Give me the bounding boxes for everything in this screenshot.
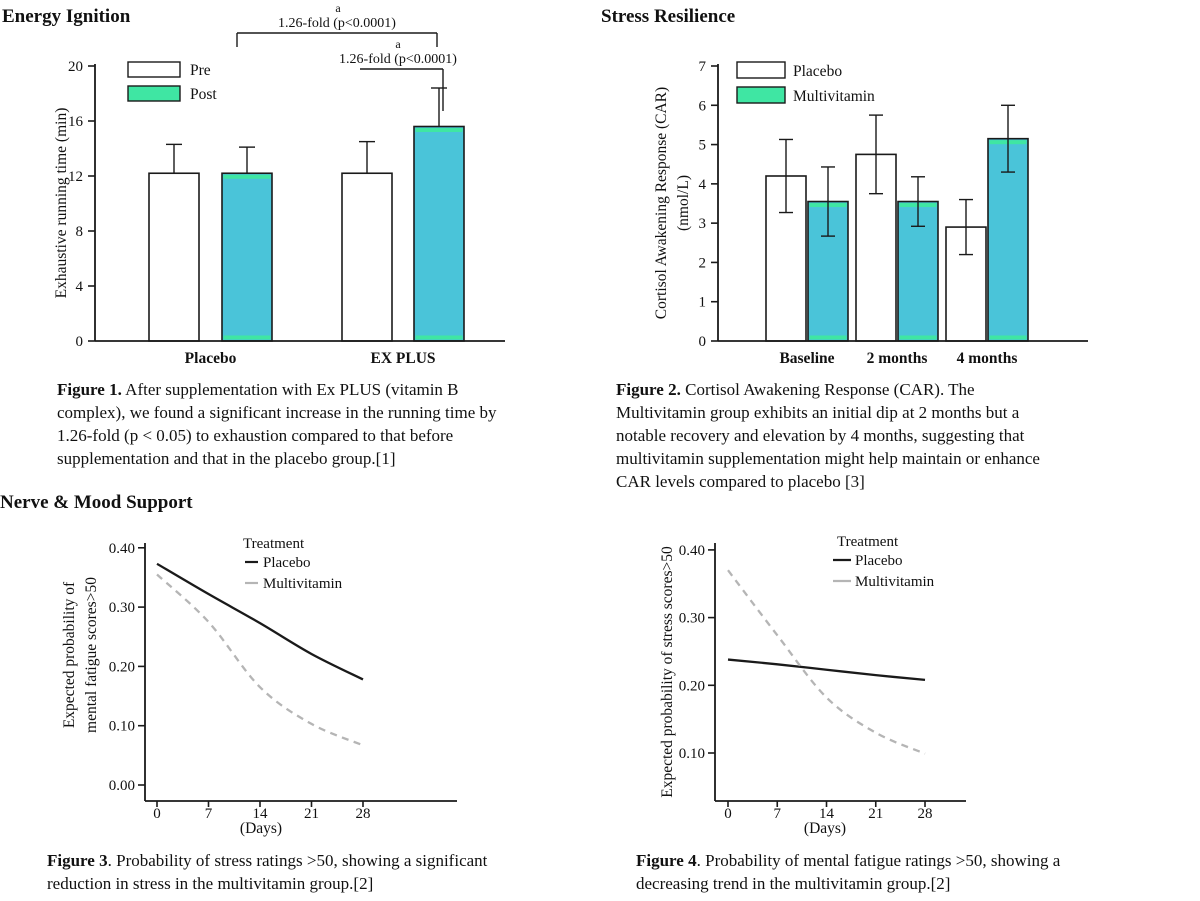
series-line-placebo [156,562,364,681]
y-tick-label: 3 [699,216,707,232]
y-axis-label: mental fatigue scores>50 [83,577,100,733]
category-label: EX PLUS [370,350,435,367]
y-tick-label: 6 [699,98,707,114]
legend-label: Post [190,86,217,103]
y-axis-label: Cortisol Awakening Response (CAR) [653,87,670,319]
legend-label: Multivitamin [263,576,343,592]
figure2-bar-chart: 0 1 2 3 4 5 6 7 Cortisol Awakening Response (CAR… [653,59,1088,367]
figure4-line-chart: 0.10 0.20 0.30 0.40 0 7 14 21 28 (Days) Expected p… [659,534,966,837]
figure4-caption-text: . Probability of mental fatigue ratings … [636,851,1061,893]
bar-bottom-accent [989,335,1027,340]
y-tick-label: 0.10 [109,719,135,735]
legend-swatch-placebo [736,61,786,79]
y-tick-label: 16 [68,114,84,130]
bar-pre-1 [342,173,392,341]
y-tick-label: 8 [76,224,84,240]
bar-bottom-accent [809,335,847,340]
y-tick-label: 5 [699,138,707,154]
significance-text: 1.26-fold (p<0.0001) [339,52,457,67]
figure2-caption: Figure 2. Cortisol Awakening Response (C… [616,378,1156,493]
bar-bottom-accent [223,335,271,340]
legend-label: Placebo [793,63,842,80]
y-axis-label: (nmol/L) [675,175,692,231]
category-label: 4 months [957,350,1018,367]
x-tick-label: 0 [153,806,161,822]
significance-text: 1.26-fold (p<0.0001) [278,16,396,31]
y-tick-label: 1 [699,295,707,311]
y-tick-label: 0.20 [679,678,705,694]
x-tick-label: 21 [304,806,319,822]
figure2-caption-label: Figure 2. [616,380,681,399]
figure4-caption-label: Figure 4 [636,851,697,870]
y-tick-label: 0.00 [109,778,135,794]
bar-top-accent [223,174,271,179]
category-label: Baseline [779,350,834,367]
legend-label: Placebo [855,553,902,569]
x-tick-label: 14 [252,806,268,822]
figure3-caption: Figure 3. Probability of stress ratings … [47,849,607,895]
bar-top-accent [415,128,463,132]
figure3-caption-text: . Probability of stress ratings >50, sho… [47,851,488,893]
legend-swatch-multivitamin [736,86,786,104]
series-line-multivitamin [156,573,364,747]
y-tick-label: 0.30 [679,611,705,627]
series-line-multivitamin [727,569,926,755]
bar-bottom-accent [899,335,937,340]
section-title-energy-ignition: Energy Ignition [2,6,131,27]
bar-post-1 [414,126,464,341]
y-tick-label: 2 [699,255,707,271]
x-tick-label: 7 [205,806,213,822]
legend-swatch-pre [127,61,181,78]
x-tick-label: 14 [819,806,835,822]
y-axis-label: Expected probability of [61,581,78,728]
y-axis-label: Exhaustive running time (min) [53,108,70,299]
category-label: 2 months [867,350,928,367]
legend-title: Treatment [837,534,899,550]
legend-label: Multivitamin [793,88,875,105]
legend-label: Placebo [263,555,310,571]
figure3-line-chart: 0.00 0.10 0.20 0.30 0.40 0 7 14 21 28 (Days) Expect… [61,536,457,837]
y-tick-label: 0.40 [679,543,705,559]
significance-letter: a [335,1,341,15]
figure1-bar-chart: 0 4 8 12 16 20 Exhaustive running time (min) Pl… [53,1,505,367]
x-tick-label: 28 [918,806,933,822]
series-line-placebo [727,658,926,682]
y-tick-label: 4 [699,177,707,193]
section-title-nerve-mood-support: Nerve & Mood Support [0,492,193,513]
y-axis-label: Expected probability of stress scores>50 [659,546,676,798]
y-tick-label: 0.40 [109,541,135,557]
bar-pre-0 [149,173,199,341]
x-axis-label: (Days) [240,820,282,837]
figure1-caption-text: After supplementation with Ex PLUS (vita… [57,380,497,468]
significance-letter: a [395,37,401,51]
y-tick-label: 0.10 [679,746,705,762]
y-tick-label: 7 [699,59,707,75]
category-label: Placebo [185,350,237,367]
legend-label: Pre [190,62,211,79]
figure1-caption-label: Figure 1. [57,380,122,399]
x-tick-label: 28 [355,806,370,822]
section-title-stress-resilience: Stress Resilience [601,6,736,27]
x-axis-label: (Days) [804,820,846,837]
x-tick-label: 21 [868,806,883,822]
y-tick-label: 0.20 [109,659,135,675]
figure2-caption-text: Cortisol Awakening Response (CAR). The M… [616,380,1040,491]
y-tick-label: 0 [76,334,84,350]
y-tick-label: 0.30 [109,600,135,616]
y-tick-label: 4 [76,279,84,295]
x-tick-label: 7 [774,806,782,822]
y-tick-label: 0 [699,334,707,350]
bar-post-0 [222,173,272,341]
bar-bottom-accent [415,335,463,340]
figure4-caption: Figure 4. Probability of mental fatigue … [636,849,1196,895]
legend-label: Multivitamin [855,574,935,590]
legend-title: Treatment [243,536,305,552]
legend-swatch-post [127,85,181,102]
figure1-caption: Figure 1. After supplementation with Ex … [57,378,577,470]
x-tick-label: 0 [724,806,732,822]
figure3-caption-label: Figure 3 [47,851,108,870]
y-tick-label: 20 [68,59,83,75]
y-tick-label: 12 [68,169,83,185]
